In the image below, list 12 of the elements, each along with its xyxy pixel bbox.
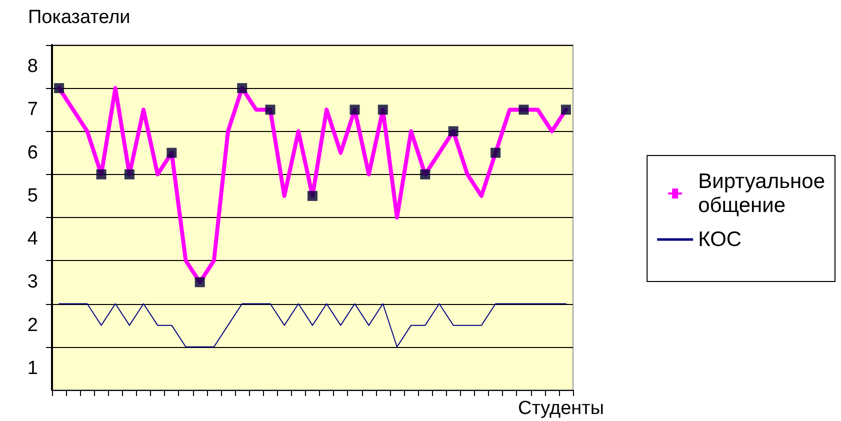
y-tick-label: 4	[27, 228, 38, 250]
y-tick-label: 8	[27, 56, 38, 77]
legend-label: КОС	[698, 228, 742, 251]
y-tick-label: 7	[27, 99, 38, 120]
y-tick-label: 1	[27, 358, 38, 379]
y-tick-label: 2	[27, 314, 38, 336]
y-tick-label: 3	[27, 272, 38, 293]
legend-label: Виртуальное общение	[698, 170, 826, 217]
y-tick-label: 6	[27, 142, 38, 164]
x-axis-title: Студенты	[518, 398, 604, 419]
y-axis-title: Показатели	[28, 7, 130, 28]
y-tick-label: 5	[27, 185, 38, 206]
